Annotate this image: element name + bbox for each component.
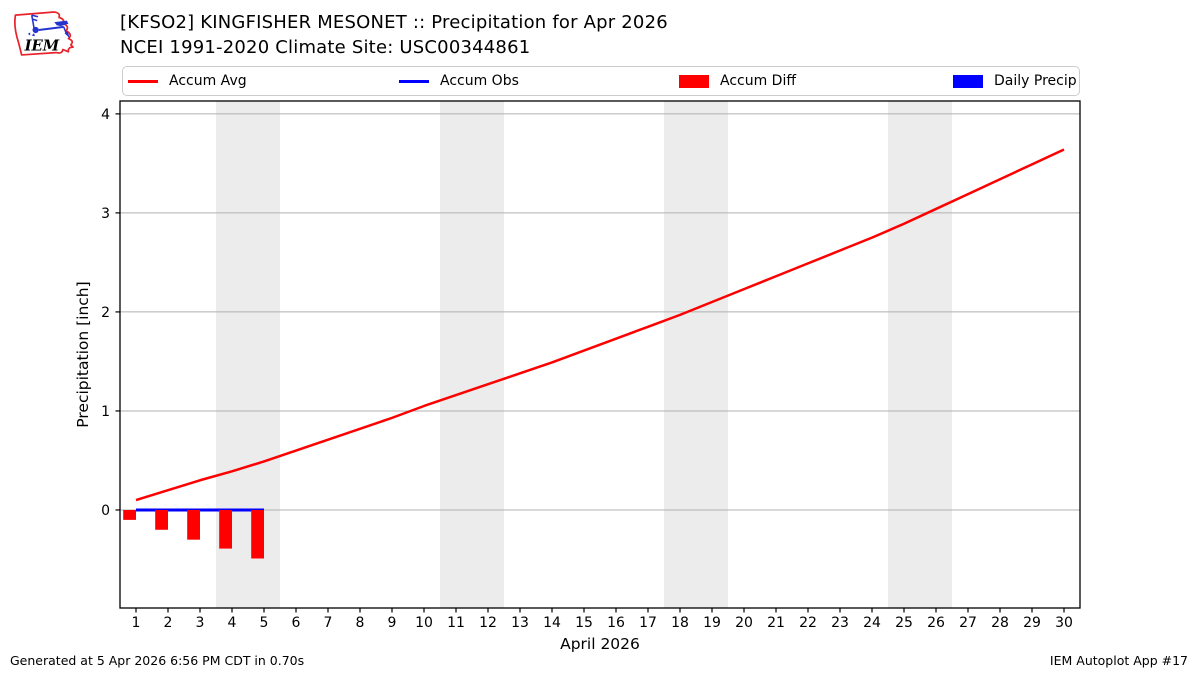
x-tick-label: 28: [991, 615, 1009, 631]
x-tick-label: 29: [1023, 615, 1041, 631]
x-tick-label: 24: [863, 615, 881, 631]
x-tick-label: 3: [196, 615, 205, 631]
line-accum-avg: [135, 148, 1065, 502]
x-tick-label: 10: [415, 615, 433, 631]
x-tick-label: 20: [735, 615, 753, 631]
legend-label: Accum Diff: [720, 73, 797, 89]
x-tick-label: 21: [767, 615, 785, 631]
iem-logo: IEM: [13, 11, 74, 56]
accum-obs-swatch: [399, 79, 429, 83]
plot-border: [119, 100, 1081, 609]
x-tick-label: 5: [260, 615, 269, 631]
legend-item-daily-precip: Daily Precip: [953, 67, 1077, 95]
x-tick-label: 6: [292, 615, 301, 631]
y-tick-label: 0: [101, 503, 110, 519]
generated-timestamp: Generated at 5 Apr 2026 6:56 PM CDT in 0…: [10, 653, 305, 668]
x-axis-label: April 2026: [560, 635, 640, 653]
x-tick-label: 30: [1055, 615, 1073, 631]
x-tick-label: 8: [356, 615, 365, 631]
y-tick-label: 1: [101, 404, 110, 420]
legend-item-accum-diff: Accum Diff: [679, 67, 796, 95]
bar-accum-diff: [187, 509, 200, 540]
x-tick-label: 22: [799, 615, 817, 631]
x-tick-label: 15: [575, 615, 593, 631]
x-tick-label: 17: [639, 615, 657, 631]
accum-avg-swatch: [128, 79, 158, 83]
x-tick-label: 4: [228, 615, 237, 631]
bar-accum-diff: [123, 509, 136, 520]
legend-label: Accum Avg: [169, 73, 247, 89]
y-tick-label: 2: [101, 305, 110, 321]
weekend-band: [664, 101, 728, 608]
x-tick-label: 27: [959, 615, 977, 631]
y-tick-label: 3: [101, 206, 110, 222]
app-credit: IEM Autoplot App #17: [1049, 653, 1188, 668]
iem-logo-text: IEM: [24, 37, 60, 54]
x-tick-label: 18: [671, 615, 689, 631]
x-tick-label: 19: [703, 615, 721, 631]
x-tick-label: 2: [164, 615, 173, 631]
bar-accum-diff: [219, 509, 232, 549]
x-tick-label: 16: [607, 615, 625, 631]
bar-accum-diff: [155, 509, 168, 530]
accum-diff-swatch: [679, 74, 709, 88]
bar-accum-diff: [251, 509, 264, 559]
x-tick-label: 7: [324, 615, 333, 631]
weather-vane-icon: [27, 14, 70, 39]
weekend-band: [888, 101, 952, 608]
x-tick-label: 23: [831, 615, 849, 631]
y-axis-label: Precipitation [inch]: [74, 281, 92, 427]
legend-item-accum-avg: Accum Avg: [128, 67, 247, 95]
legend-item-accum-obs: Accum Obs: [399, 67, 519, 95]
x-tick-label: 13: [511, 615, 529, 631]
x-tick-label: 26: [927, 615, 945, 631]
x-tick-label: 25: [895, 615, 913, 631]
x-tick-label: 12: [479, 615, 497, 631]
y-tick-label: 4: [101, 107, 110, 123]
chart-title: [KFSO2] KINGFISHER MESONET :: Precipitat…: [120, 12, 668, 33]
x-tick-label: 14: [543, 615, 561, 631]
x-tick-label: 9: [388, 615, 397, 631]
legend-label: Daily Precip: [994, 73, 1077, 89]
chart-header: [KFSO2] KINGFISHER MESONET :: Precipitat…: [120, 10, 668, 60]
weekend-band: [440, 101, 504, 608]
daily-precip-swatch: [953, 74, 983, 88]
legend-label: Accum Obs: [440, 73, 519, 89]
legend: Accum Avg Accum Obs Accum Diff Daily Precip: [122, 66, 1080, 96]
x-tick-label: 1: [132, 615, 141, 631]
chart-subtitle: NCEI 1991-2020 Climate Site: USC00344861: [120, 37, 531, 58]
x-tick-label: 11: [447, 615, 465, 631]
